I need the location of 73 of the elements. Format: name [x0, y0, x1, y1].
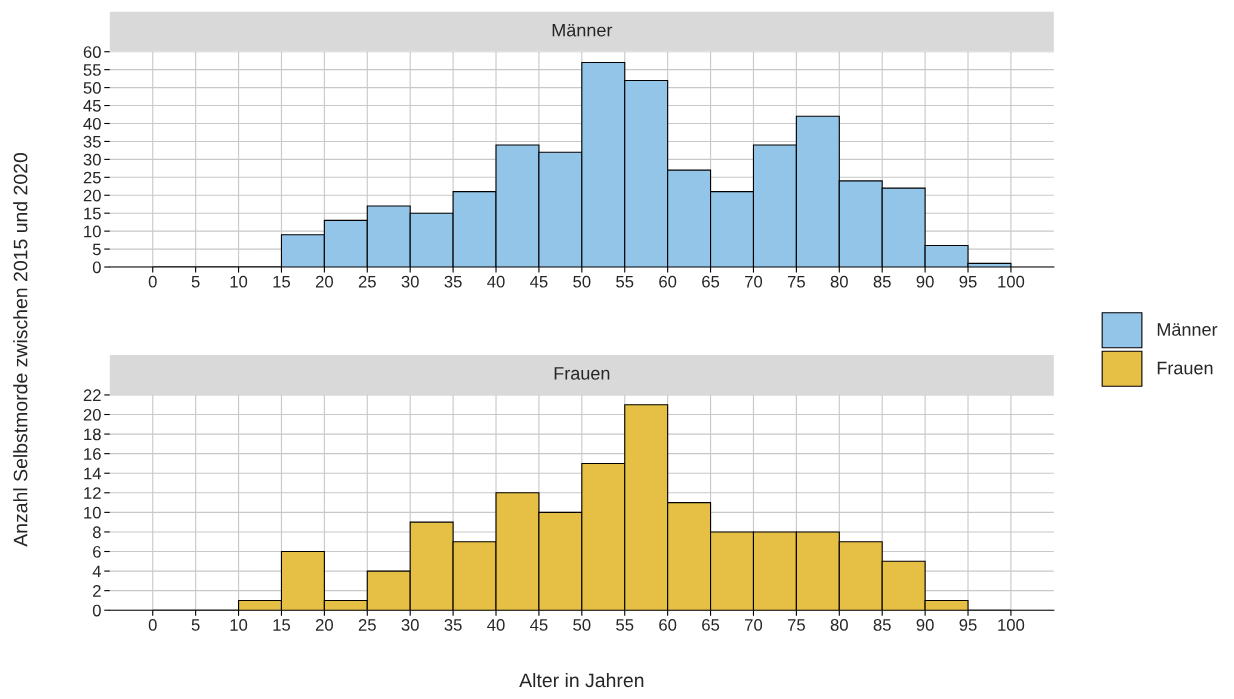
y-tick-label: 10 [84, 225, 101, 238]
chart-title: Männer [552, 23, 613, 37]
x-tick-label: 50 [573, 619, 591, 631]
x-tick-label: 10 [230, 619, 248, 631]
x-tick-label: 60 [659, 619, 677, 631]
y-tick-label: 25 [83, 171, 101, 184]
x-tick-label: 45 [530, 619, 548, 631]
y-tick-label: 10 [84, 506, 101, 519]
x-tick-label: 35 [444, 275, 462, 288]
x-tick-label: 20 [315, 275, 333, 288]
y-tick-label: 8 [92, 526, 101, 539]
x-tick-label: 80 [830, 275, 848, 288]
y-tick-label: 6 [93, 545, 101, 558]
y-tick-label: 5 [92, 243, 101, 256]
y-tick-label: 18 [84, 428, 101, 441]
x-tick-label: 65 [702, 275, 720, 288]
x-tick-label: 75 [787, 275, 805, 288]
y-tick-label: 0 [92, 604, 101, 617]
y-tick-label: 50 [83, 82, 101, 94]
x-tick-label: 30 [401, 619, 419, 631]
y-tick-label: 60 [83, 46, 101, 58]
x-tick-label: 100 [998, 275, 1025, 288]
x-tick-label: 60 [659, 275, 677, 288]
y-tick-label: 4 [92, 565, 102, 578]
legend-label: Männer [1157, 323, 1218, 336]
legend-label: Frauen [1157, 361, 1213, 375]
x-tick-label: 5 [191, 619, 200, 631]
y-tick-label: 16 [84, 448, 101, 460]
x-tick-label: 95 [959, 275, 977, 288]
x-tick-label: 15 [273, 619, 291, 631]
x-tick-label: 25 [358, 275, 376, 288]
x-tick-label: 50 [573, 275, 591, 288]
y-tick-label: 20 [83, 408, 101, 421]
x-tick-label: 80 [830, 619, 848, 631]
x-tick-label: 40 [487, 275, 505, 288]
x-tick-label: 55 [616, 275, 634, 288]
x-tick-label: 75 [787, 619, 805, 631]
x-tick-label: 55 [616, 619, 634, 631]
y-tick-label: 14 [84, 467, 102, 480]
x-tick-label: 0 [148, 619, 157, 631]
x-tick-label: 10 [230, 275, 248, 288]
x-tick-label: 40 [487, 619, 505, 631]
x-tick-label: 70 [745, 275, 763, 288]
chart-title: Frauen [554, 367, 610, 380]
x-tick-label: 100 [998, 619, 1025, 631]
x-tick-label: 5 [191, 275, 200, 288]
y-tick-label: 15 [84, 207, 101, 220]
y-tick-label: 20 [83, 189, 101, 202]
y-tick-label: 22 [83, 389, 101, 401]
x-tick-label: 90 [916, 619, 934, 631]
x-tick-label: 45 [530, 275, 548, 288]
y-tick-label: 30 [83, 153, 101, 166]
x-tick-label: 15 [273, 275, 291, 288]
y-tick-label: 55 [83, 64, 101, 76]
y-tick-label: 40 [83, 117, 101, 130]
x-tick-label: 0 [148, 275, 157, 288]
y-tick-label: 2 [93, 585, 101, 597]
x-tick-label: 25 [358, 619, 376, 631]
x-tick-label: 85 [873, 275, 891, 288]
x-tick-label: 65 [702, 619, 720, 631]
x-tick-label: 35 [444, 619, 462, 631]
y-tick-label: 45 [83, 100, 101, 112]
y-tick-label: 12 [84, 487, 101, 499]
x-tick-label: 90 [916, 275, 934, 288]
x-tick-label: 30 [401, 275, 419, 288]
x-tick-label: 95 [959, 619, 977, 631]
x-tick-label: 20 [315, 619, 333, 631]
y-tick-label: 35 [83, 135, 101, 148]
y-tick-label: 0 [92, 261, 101, 274]
x-tick-label: 85 [873, 619, 891, 631]
x-tick-label: 70 [745, 619, 763, 631]
x-axis-title: Alter in Jahren [519, 672, 644, 688]
y-axis-title: Anzahl Selbstmorde zwischen 2015 und 2020 [13, 152, 28, 547]
